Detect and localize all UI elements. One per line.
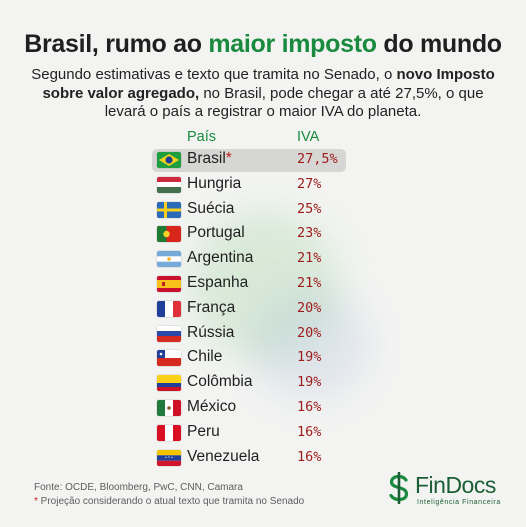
country-name: Suécia (187, 199, 235, 217)
table-row: Espanha 21% (0, 274, 526, 299)
page-title: Brasil, rumo ao maior imposto do mundo (24, 30, 502, 58)
background-decoration (190, 210, 340, 360)
iva-value: 21% (297, 250, 322, 267)
projection-note: * Projeção considerando o atual texto qu… (34, 496, 305, 507)
france-flag-icon (157, 300, 181, 317)
iva-value: 27,5% (297, 151, 338, 167)
country-name: França (187, 298, 236, 316)
iva-value: 16% (297, 448, 322, 465)
country-name: Venezuela (187, 447, 260, 465)
iva-value: 25% (297, 200, 322, 217)
column-header-iva: IVA (297, 129, 320, 145)
row-highlight (152, 149, 346, 172)
source-note: Fonte: OCDE, Bloomberg, PwC, CNN, Camara (34, 482, 243, 493)
table-row: Chile 19% (0, 348, 526, 373)
country-name: Rússia (187, 323, 235, 341)
country-name: Colômbia (187, 373, 253, 391)
table-row: Venezuela 16% (0, 447, 526, 473)
portugal-flag-icon (157, 226, 181, 243)
country-name: Portugal (187, 224, 245, 242)
country-name: Brasil* (187, 150, 232, 167)
sweden-flag-icon (157, 201, 181, 218)
table-row: Peru 16% (0, 422, 526, 448)
iva-value: 19% (297, 374, 322, 391)
table-row: França 20% (0, 298, 526, 324)
background-decoration (250, 290, 370, 400)
table-row: Portugal 23% (0, 224, 526, 249)
iva-value: 23% (297, 225, 322, 242)
hungary-flag-icon (157, 176, 181, 193)
iva-value: 20% (297, 299, 322, 316)
page-subtitle: Segundo estimativas e texto que tramita … (31, 66, 495, 120)
table-row: Colômbia 19% (0, 373, 526, 398)
country-name: Espanha (187, 274, 249, 291)
iva-value: 16% (297, 399, 322, 415)
peru-flag-icon (157, 424, 181, 441)
chile-flag-icon (157, 350, 181, 367)
country-name: Peru (187, 422, 220, 440)
russia-flag-icon (157, 325, 181, 342)
table-row: Suécia 25% (0, 199, 526, 225)
country-name: México (187, 398, 237, 415)
mexico-flag-icon (157, 400, 181, 416)
iva-value: 21% (297, 275, 322, 291)
brazil-flag-icon (157, 152, 181, 168)
iva-value: 16% (297, 423, 322, 440)
iva-value: 27% (297, 175, 322, 192)
spain-flag-icon (157, 276, 181, 292)
table-row: Rússia 20% (0, 323, 526, 349)
findocs-logo: FinDocs Inteligência Financeira (387, 470, 512, 510)
logo-brand: FinDocs (415, 472, 496, 498)
iva-value: 19% (297, 349, 322, 366)
table-row: México 16% (0, 398, 526, 423)
table-row: Argentina 21% (0, 249, 526, 274)
dollar-icon (389, 472, 409, 504)
country-name: Argentina (187, 249, 254, 267)
iva-value: 20% (297, 324, 322, 341)
argentina-flag-icon (157, 251, 181, 268)
column-header-country: País (187, 129, 217, 145)
table-row: Hungria 27% (0, 174, 526, 200)
logo-tagline: Inteligência Financeira (417, 499, 501, 506)
table-row: Brasil* 27,5% (0, 149, 526, 175)
colombia-flag-icon (157, 375, 181, 392)
country-name: Chile (187, 348, 223, 366)
venezuela-flag-icon (157, 449, 181, 466)
projection-marker: * (225, 150, 232, 167)
country-name: Hungria (187, 174, 242, 192)
